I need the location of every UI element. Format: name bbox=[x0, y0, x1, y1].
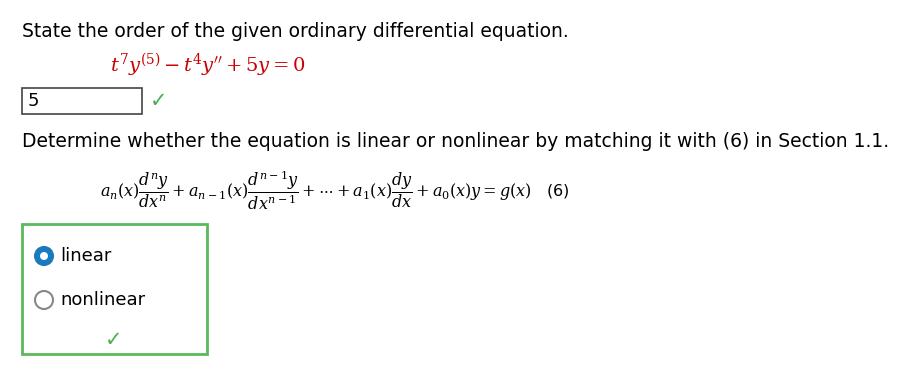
Circle shape bbox=[35, 247, 53, 265]
Bar bbox=[22, 88, 142, 114]
Text: linear: linear bbox=[60, 247, 111, 265]
Circle shape bbox=[35, 291, 53, 309]
Text: ✓: ✓ bbox=[150, 91, 168, 111]
Text: ✓: ✓ bbox=[105, 330, 122, 350]
Circle shape bbox=[40, 252, 48, 260]
Bar bbox=[22, 224, 207, 354]
Text: State the order of the given ordinary differential equation.: State the order of the given ordinary di… bbox=[22, 22, 568, 41]
Text: Determine whether the equation is linear or nonlinear by matching it with (6) in: Determine whether the equation is linear… bbox=[22, 132, 889, 151]
Text: $a_n(x)\dfrac{d^n y}{dx^n} + a_{n-1}(x)\dfrac{d^{n-1}y}{dx^{n-1}} + \cdots + a_1: $a_n(x)\dfrac{d^n y}{dx^n} + a_{n-1}(x)\… bbox=[100, 168, 569, 212]
Text: nonlinear: nonlinear bbox=[60, 291, 145, 309]
Text: $t^7y^{(5)} - t^4y'' + 5y = 0$: $t^7y^{(5)} - t^4y'' + 5y = 0$ bbox=[110, 52, 306, 79]
Text: 5: 5 bbox=[28, 92, 39, 110]
